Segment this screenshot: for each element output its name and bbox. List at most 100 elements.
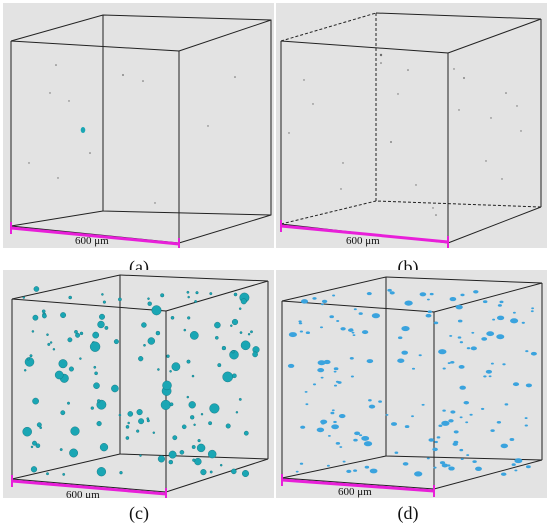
particle bbox=[320, 303, 324, 306]
caption-c: (c) bbox=[129, 503, 149, 523]
particle bbox=[22, 426, 32, 437]
particle bbox=[32, 314, 39, 321]
particle bbox=[385, 414, 389, 416]
cube-front-face bbox=[280, 40, 449, 244]
particle bbox=[138, 418, 145, 425]
particle bbox=[214, 321, 221, 329]
particle bbox=[353, 469, 358, 472]
particle bbox=[439, 461, 446, 465]
particle bbox=[252, 351, 258, 358]
particle bbox=[181, 424, 187, 430]
particle bbox=[288, 332, 297, 338]
particle bbox=[238, 397, 242, 401]
particle bbox=[179, 449, 185, 455]
scale-label: 600 μm bbox=[66, 489, 100, 498]
particle bbox=[497, 304, 502, 307]
particle bbox=[350, 375, 354, 378]
particle bbox=[401, 350, 408, 355]
particle bbox=[441, 463, 449, 468]
particle bbox=[366, 359, 374, 364]
scale-label: 600 μm bbox=[75, 235, 109, 247]
particle bbox=[239, 331, 243, 334]
particle bbox=[402, 462, 409, 466]
particle bbox=[514, 469, 518, 472]
particle bbox=[511, 463, 516, 466]
particle bbox=[230, 324, 233, 327]
particle bbox=[146, 417, 150, 421]
particle bbox=[191, 374, 195, 378]
caption-d: (d) bbox=[397, 503, 419, 523]
particle bbox=[336, 320, 340, 322]
panel-d-render: 600 μm bbox=[281, 276, 543, 498]
particle bbox=[434, 440, 438, 444]
particle bbox=[305, 331, 311, 335]
particle bbox=[485, 369, 492, 374]
particle bbox=[453, 440, 459, 444]
particle bbox=[335, 442, 341, 445]
particle bbox=[69, 448, 79, 458]
particle bbox=[235, 411, 239, 414]
particle bbox=[369, 468, 378, 474]
particle bbox=[209, 403, 220, 414]
particle bbox=[92, 331, 100, 339]
particle bbox=[363, 441, 373, 447]
particle bbox=[397, 358, 405, 363]
particle bbox=[427, 310, 432, 314]
particle bbox=[26, 357, 30, 361]
particle bbox=[432, 447, 438, 452]
particle bbox=[330, 411, 335, 415]
particle bbox=[458, 365, 465, 369]
particle bbox=[333, 370, 337, 373]
particle bbox=[442, 367, 446, 370]
particle bbox=[368, 399, 372, 402]
particle bbox=[394, 451, 399, 454]
particle bbox=[39, 426, 43, 430]
panel-d: 600 μm bbox=[276, 270, 547, 498]
particle bbox=[155, 330, 161, 336]
scale-label: 600 μm bbox=[338, 486, 372, 498]
particle bbox=[438, 424, 443, 428]
particle bbox=[169, 370, 172, 373]
particle bbox=[194, 457, 202, 466]
particle bbox=[209, 470, 213, 474]
particle bbox=[414, 471, 423, 477]
particle bbox=[521, 321, 525, 324]
panel-b-render: 600 μm bbox=[280, 12, 542, 248]
particle bbox=[333, 367, 339, 371]
particle bbox=[525, 465, 531, 469]
particle bbox=[125, 436, 130, 440]
particle bbox=[298, 320, 302, 323]
particle bbox=[349, 357, 354, 360]
particle bbox=[368, 404, 376, 409]
scale-bar bbox=[281, 474, 435, 497]
particle bbox=[524, 417, 528, 420]
particle bbox=[172, 435, 178, 441]
cube-hidden-edges bbox=[102, 15, 272, 216]
particle bbox=[509, 438, 515, 441]
particle bbox=[329, 315, 334, 319]
particle bbox=[96, 467, 107, 477]
particle bbox=[247, 332, 251, 336]
particle bbox=[421, 403, 425, 406]
particle bbox=[90, 406, 94, 410]
particle bbox=[250, 330, 253, 334]
particle bbox=[32, 440, 37, 446]
particle bbox=[238, 307, 242, 310]
particle bbox=[240, 340, 251, 351]
particle bbox=[231, 318, 239, 326]
particle bbox=[200, 412, 204, 416]
particle bbox=[187, 295, 190, 299]
particle bbox=[304, 390, 308, 393]
particle bbox=[75, 332, 81, 338]
particle bbox=[89, 341, 101, 352]
particle bbox=[496, 315, 505, 321]
particle bbox=[42, 313, 47, 319]
particle bbox=[312, 383, 317, 386]
particle bbox=[113, 339, 119, 345]
particle bbox=[97, 399, 101, 403]
particle bbox=[79, 357, 82, 360]
particle bbox=[352, 334, 356, 336]
particle bbox=[30, 466, 38, 473]
particle bbox=[320, 376, 324, 379]
particle bbox=[441, 420, 450, 426]
